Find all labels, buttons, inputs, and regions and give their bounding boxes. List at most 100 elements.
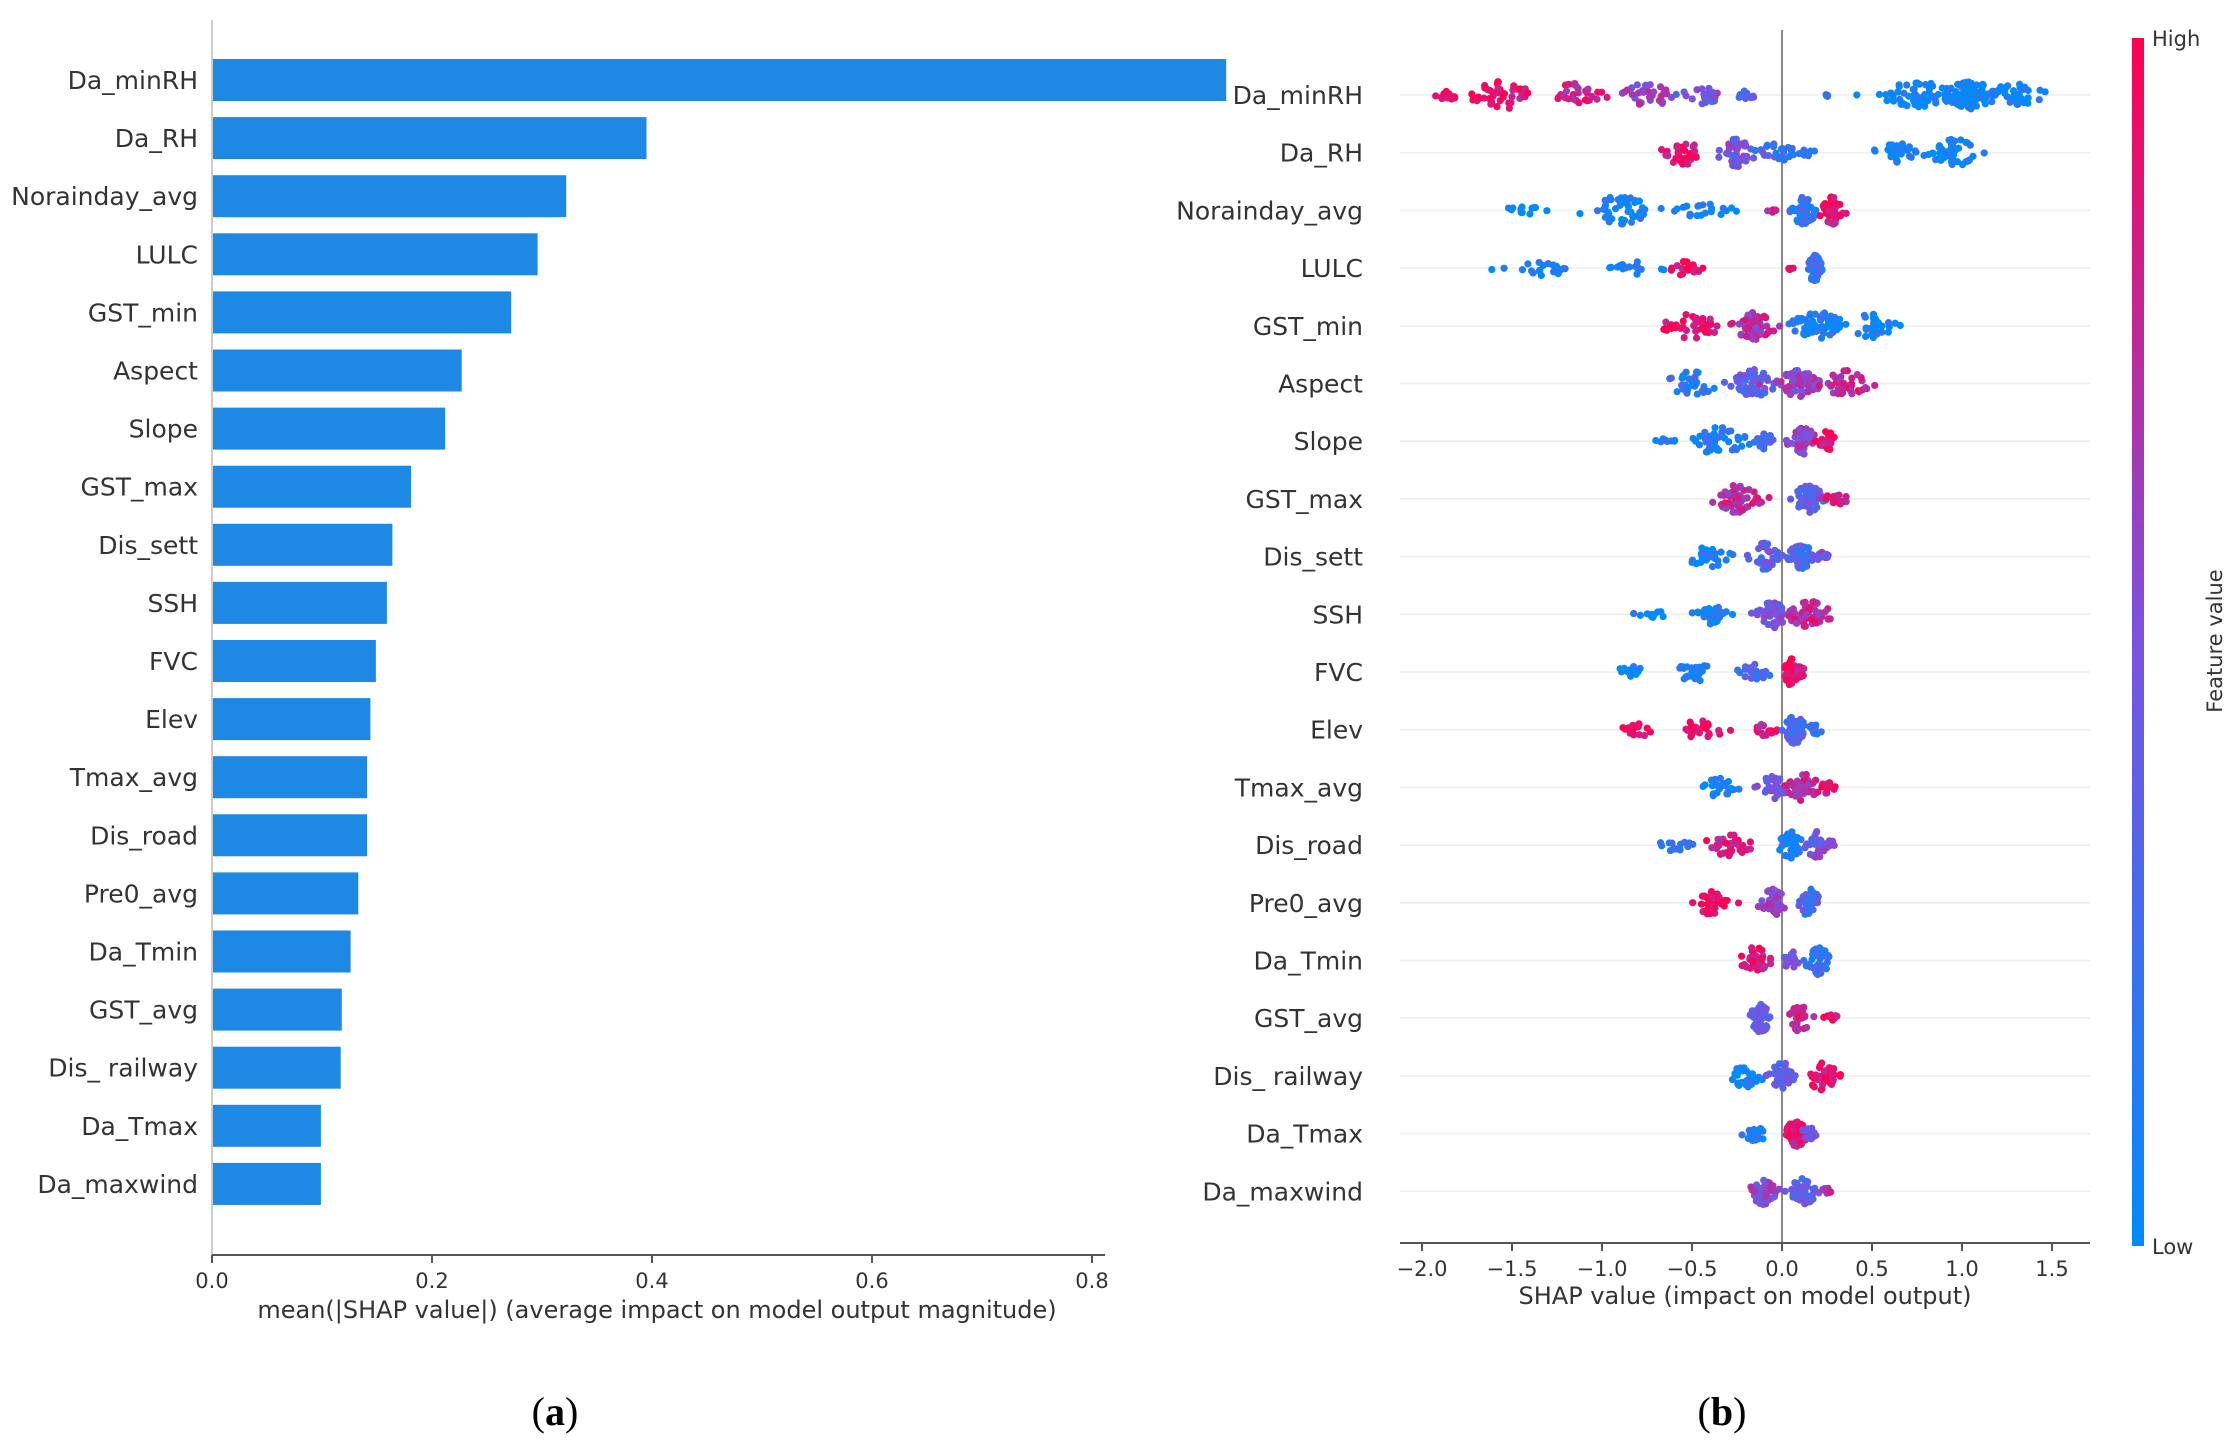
shap-dot xyxy=(1731,138,1739,146)
bar xyxy=(212,698,371,741)
shap-dot xyxy=(1692,327,1700,335)
shap-dot xyxy=(1703,906,1711,914)
shap-dot xyxy=(1795,372,1803,381)
shap-dot xyxy=(1518,266,1527,274)
shap-dot xyxy=(1887,89,1895,97)
shap-dot xyxy=(1912,79,1920,87)
shap-dot xyxy=(1853,91,1861,99)
shap-dot xyxy=(1794,435,1803,443)
x-tick-label: 0.8 xyxy=(1075,1269,1108,1293)
shap-dot xyxy=(1692,314,1700,322)
shap-dot xyxy=(1783,554,1792,562)
shap-dot xyxy=(1871,381,1879,390)
shap-dot xyxy=(1755,438,1763,446)
shap-dot xyxy=(1770,327,1778,335)
shap-dot xyxy=(1769,385,1777,393)
shap-dot xyxy=(1674,149,1682,157)
shap-dot xyxy=(1795,492,1803,500)
shap-dot xyxy=(1805,722,1814,731)
shap-dot xyxy=(1746,838,1754,846)
bar xyxy=(212,1162,321,1205)
shap-dot xyxy=(1711,424,1719,432)
shap-dot xyxy=(1554,94,1562,103)
shap-dot xyxy=(1949,156,1957,164)
shap-dot xyxy=(1782,956,1791,965)
shap-dot xyxy=(1764,620,1772,629)
shap-dot xyxy=(1757,329,1765,337)
shap-dot xyxy=(1797,205,1805,213)
shap-dot xyxy=(1646,81,1654,89)
shap-dot xyxy=(1808,963,1817,972)
shap-dot xyxy=(1734,666,1742,674)
shap-dot xyxy=(1697,900,1705,908)
shap-dot xyxy=(1677,155,1685,164)
shap-dot xyxy=(1807,327,1815,335)
shap-dot xyxy=(1788,148,1796,156)
shap-dot xyxy=(1725,140,1733,148)
shap-dot xyxy=(1747,609,1756,617)
shap-dot xyxy=(1772,206,1780,215)
shap-dot xyxy=(1799,555,1808,563)
feature-label: Da_Tmax xyxy=(81,1112,198,1141)
shap-dot xyxy=(1468,90,1476,98)
shap-dot xyxy=(1704,721,1712,729)
shap-dot xyxy=(1807,1195,1816,1203)
shap-dot xyxy=(1682,326,1691,335)
bar xyxy=(212,465,412,508)
shap-dot xyxy=(1708,844,1716,852)
shap-dot xyxy=(1714,561,1722,569)
shap-dot xyxy=(1742,1081,1751,1089)
shap-dot xyxy=(1766,432,1774,440)
shap-dot xyxy=(1796,442,1805,450)
shap-dot xyxy=(1708,563,1717,571)
shap-dot xyxy=(1657,204,1665,213)
shap-dot xyxy=(1740,387,1748,396)
shap-dot xyxy=(1731,1069,1739,1078)
feature-label: Norainday_avg xyxy=(1176,196,1363,225)
shap-dot xyxy=(1727,427,1735,435)
shap-dot xyxy=(1796,448,1804,457)
shap-dot xyxy=(1785,1132,1793,1141)
shap-dot xyxy=(1762,669,1770,677)
shap-dot xyxy=(1703,836,1711,845)
colorbar xyxy=(2132,38,2144,1246)
x-tick-label: −1.0 xyxy=(1577,1257,1628,1281)
shap-dot xyxy=(1738,1131,1746,1139)
feature-label: Dis_sett xyxy=(1263,543,1363,572)
shap-dot xyxy=(1757,720,1765,729)
shap-dot xyxy=(1788,545,1796,553)
shap-dot xyxy=(1794,786,1802,794)
shap-dot xyxy=(1745,440,1753,448)
bar xyxy=(212,349,462,392)
shap-dot xyxy=(1785,383,1793,391)
shap-dot xyxy=(1820,847,1828,855)
shap-dot xyxy=(1790,739,1798,747)
feature-label: Da_minRH xyxy=(1233,81,1363,110)
shap-dot xyxy=(1751,660,1759,668)
shap-dot xyxy=(1758,1008,1767,1016)
shap-dot xyxy=(1450,93,1459,101)
shap-dot xyxy=(1699,608,1707,616)
shap-dot xyxy=(1722,839,1730,847)
shap-dot xyxy=(1797,392,1805,401)
shap-dot xyxy=(1593,207,1602,215)
bar xyxy=(212,175,567,218)
shap-dot xyxy=(1820,324,1828,332)
shap-dot xyxy=(1679,317,1687,325)
feature-label: Elev xyxy=(1310,716,1363,745)
shap-dot xyxy=(1662,86,1670,94)
shap-dot xyxy=(1812,789,1821,797)
shap-dot xyxy=(1760,445,1768,453)
shap-dot xyxy=(1689,899,1697,907)
shap-dot xyxy=(1825,952,1833,961)
shap-dot xyxy=(1764,900,1772,908)
shap-dot xyxy=(1711,549,1719,558)
shap-dot xyxy=(1604,208,1612,216)
bar xyxy=(212,117,647,160)
shap-dot xyxy=(2020,99,2028,107)
shap-dot xyxy=(1838,389,1847,397)
shap-dot xyxy=(1962,78,1970,86)
shap-dot xyxy=(1650,611,1658,619)
shap-dot xyxy=(1673,845,1681,853)
shap-dot xyxy=(2035,96,2043,104)
